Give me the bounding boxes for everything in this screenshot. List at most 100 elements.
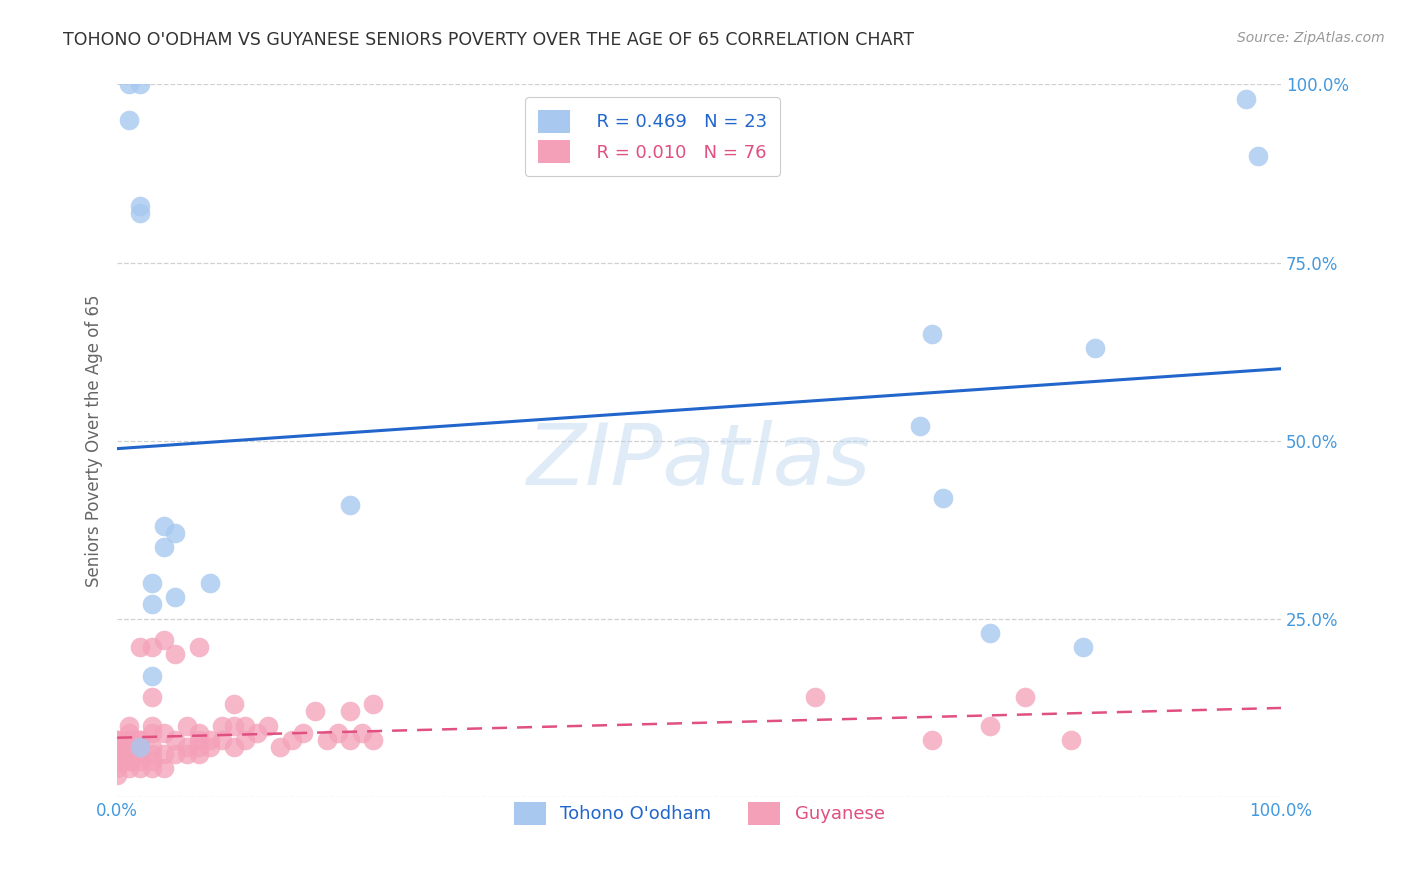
Point: [200, 739, 222, 754]
Point: [269, 739, 291, 754]
Point: [152, 519, 174, 533]
Point: [141, 761, 163, 775]
Point: [118, 718, 141, 732]
Point: [105, 747, 128, 761]
Point: [233, 732, 256, 747]
Text: TOHONO O'ODHAM VS GUYANESE SENIORS POVERTY OVER THE AGE OF 65 CORRELATION CHART: TOHONO O'ODHAM VS GUYANESE SENIORS POVER…: [63, 31, 914, 49]
Point: [141, 598, 163, 612]
Point: [361, 732, 384, 747]
Point: [187, 732, 209, 747]
Point: [141, 640, 163, 655]
Text: ZIPatlas: ZIPatlas: [527, 420, 872, 503]
Point: [105, 739, 128, 754]
Point: [129, 761, 152, 775]
Point: [141, 718, 163, 732]
Point: [129, 747, 152, 761]
Point: [200, 576, 222, 591]
Point: [176, 718, 198, 732]
Legend: Tohono O'odham, Guyanese: Tohono O'odham, Guyanese: [505, 793, 894, 834]
Point: [141, 690, 163, 704]
Point: [118, 732, 141, 747]
Point: [141, 747, 163, 761]
Point: [129, 739, 152, 754]
Point: [921, 326, 943, 341]
Point: [105, 768, 128, 782]
Point: [118, 739, 141, 754]
Point: [315, 732, 337, 747]
Point: [105, 754, 128, 768]
Point: [105, 732, 128, 747]
Point: [141, 668, 163, 682]
Point: [141, 725, 163, 739]
Point: [222, 718, 245, 732]
Point: [129, 78, 152, 92]
Point: [141, 754, 163, 768]
Point: [281, 732, 304, 747]
Point: [118, 725, 141, 739]
Point: [233, 718, 256, 732]
Point: [118, 747, 141, 761]
Point: [118, 113, 141, 128]
Point: [165, 732, 187, 747]
Point: [152, 541, 174, 555]
Point: [211, 732, 233, 747]
Point: [105, 739, 128, 754]
Point: [129, 754, 152, 768]
Point: [165, 526, 187, 541]
Point: [257, 718, 280, 732]
Point: [105, 761, 128, 775]
Point: [105, 732, 128, 747]
Text: Source: ZipAtlas.com: Source: ZipAtlas.com: [1237, 31, 1385, 45]
Point: [176, 747, 198, 761]
Point: [176, 739, 198, 754]
Point: [200, 732, 222, 747]
Point: [152, 747, 174, 761]
Point: [1234, 92, 1257, 106]
Point: [187, 725, 209, 739]
Point: [118, 754, 141, 768]
Point: [129, 732, 152, 747]
Point: [129, 739, 152, 754]
Point: [292, 725, 315, 739]
Point: [246, 725, 269, 739]
Point: [118, 754, 141, 768]
Point: [304, 704, 326, 718]
Point: [350, 725, 373, 739]
Point: [118, 761, 141, 775]
Point: [339, 704, 361, 718]
Point: [129, 205, 152, 219]
Point: [222, 697, 245, 711]
Point: [118, 78, 141, 92]
Point: [118, 739, 141, 754]
Point: [979, 626, 1001, 640]
Point: [187, 747, 209, 761]
Point: [921, 732, 943, 747]
Point: [1084, 341, 1107, 355]
Point: [222, 739, 245, 754]
Point: [165, 648, 187, 662]
Point: [129, 198, 152, 212]
Point: [129, 640, 152, 655]
Point: [211, 718, 233, 732]
Point: [932, 491, 955, 505]
Point: [129, 732, 152, 747]
Point: [152, 725, 174, 739]
Point: [165, 591, 187, 605]
Point: [804, 690, 827, 704]
Point: [1247, 149, 1270, 163]
Y-axis label: Seniors Poverty Over the Age of 65: Seniors Poverty Over the Age of 65: [86, 294, 103, 587]
Point: [1060, 732, 1083, 747]
Point: [141, 576, 163, 591]
Point: [339, 732, 361, 747]
Point: [1014, 690, 1036, 704]
Point: [105, 747, 128, 761]
Point: [165, 747, 187, 761]
Point: [361, 697, 384, 711]
Point: [152, 633, 174, 648]
Point: [908, 419, 931, 434]
Point: [141, 739, 163, 754]
Point: [339, 498, 361, 512]
Point: [979, 718, 1001, 732]
Point: [187, 640, 209, 655]
Point: [118, 732, 141, 747]
